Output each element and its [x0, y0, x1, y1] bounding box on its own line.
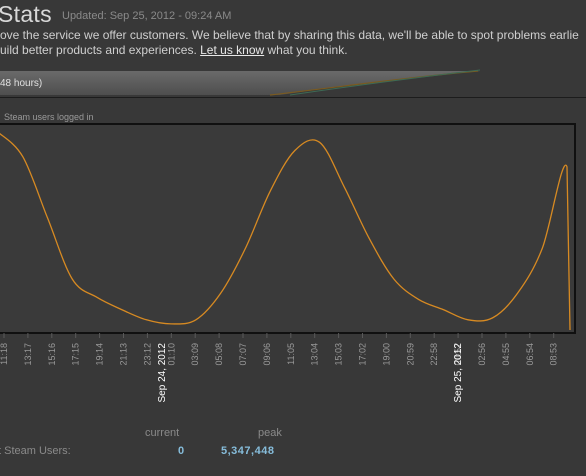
x-tick-label: 15:16 [47, 343, 57, 366]
current-users-value: 0 [178, 445, 185, 457]
users-chart: 11:18 13:17 15:16 17:15 19:14 21:13 23:12 01:10… [0, 123, 576, 403]
series-line [0, 132, 571, 331]
title-row: Stats Updated: Sep 25, 2012 - 09:24 AM [0, 0, 586, 30]
let-us-know-link[interactable]: Let us know [200, 43, 265, 57]
date-label: Sep 25, 2012 [453, 343, 464, 403]
x-tick-label: 06:54 [525, 343, 535, 366]
section-divider [0, 97, 586, 98]
x-tick-label: 22:58 [429, 343, 439, 366]
x-tick-label: 13:04 [310, 343, 320, 366]
current-header: current [145, 427, 180, 439]
peak-users-value: 5,347,448 [221, 445, 275, 457]
chart-plot-area [0, 123, 576, 334]
x-tick-label: 07:07 [238, 343, 248, 366]
intro-line-2-end: what you think. [264, 43, 348, 57]
x-tick-label: 11:05 [286, 343, 296, 365]
x-tick-label: 09:06 [262, 343, 272, 366]
intro-line-1: ove the service we offer customers. We b… [0, 28, 579, 42]
intro-line-2: uild better products and experiences. Le… [0, 43, 586, 58]
x-tick-label: 19:14 [95, 343, 105, 366]
x-tick-label: 17:15 [71, 343, 81, 366]
time-range-tab-bar: 48 hours) [0, 69, 586, 97]
x-tick-label: 05:08 [214, 343, 224, 366]
updated-timestamp: Updated: Sep 25, 2012 - 09:24 AM [62, 10, 232, 22]
page-title: Stats [0, 1, 52, 27]
date-label: Sep 24, 2012 [157, 343, 168, 403]
x-tick-label: 20:59 [405, 343, 415, 366]
x-tick-label: 03:09 [190, 343, 200, 366]
x-tick-label: 13:17 [23, 343, 33, 366]
x-tick-label: 21:13 [119, 343, 129, 366]
x-tick-label: 15:03 [334, 343, 344, 366]
chart-title: Steam users logged in [4, 112, 94, 122]
stats-label: t Steam Users: [0, 445, 71, 457]
time-range-tab[interactable]: 48 hours) [0, 78, 43, 89]
x-tick-label: 01:10 [166, 343, 176, 366]
intro-text: ove the service we offer customers. We b… [0, 28, 586, 58]
tab-bar-graphic [0, 69, 481, 96]
intro-line-2-start: uild better products and experiences. [0, 43, 201, 57]
x-tick-label: 08:53 [549, 343, 559, 366]
x-tick-label: 04:55 [501, 343, 511, 366]
x-tick-label: 11:18 [0, 343, 9, 365]
x-tick-label: 19:00 [381, 343, 391, 366]
x-tick-label: 23:12 [142, 343, 152, 366]
x-tick-label: 00:57 [453, 343, 463, 366]
x-tick-label: 02:56 [477, 343, 487, 366]
x-tick-label: 17:02 [358, 343, 368, 366]
peak-header: peak [258, 427, 282, 439]
